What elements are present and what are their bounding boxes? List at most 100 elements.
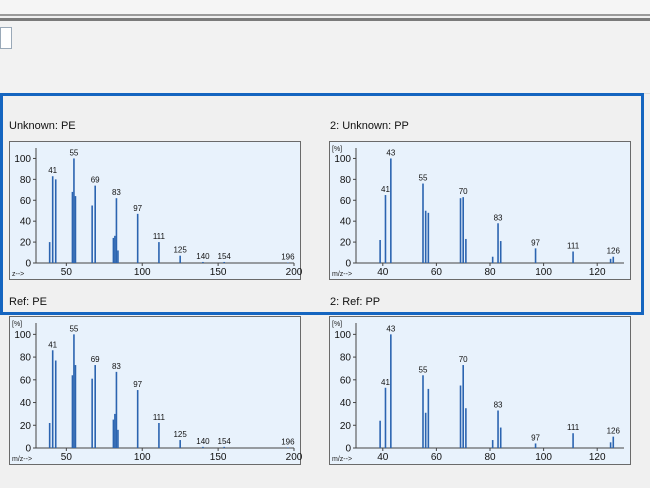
peak-label: 125	[173, 430, 187, 439]
peak-label: 111	[153, 232, 166, 241]
peak-label: 83	[494, 401, 503, 410]
panel-title-ref-pp: 2: Ref: PP	[330, 296, 381, 308]
y-tick-label: 100	[14, 154, 31, 165]
peak-label: 97	[531, 433, 540, 442]
peak-label: 140	[196, 252, 210, 261]
peak-label: 125	[173, 246, 187, 255]
peak-label: 43	[386, 324, 395, 333]
plot-ref-pp: 0 20 40 60 80 100 40 60 80 100 120 [%] m/z--> 41 43 55 7…	[329, 316, 631, 465]
y-tick-label: 20	[20, 238, 32, 249]
plot-unknown-pp: 0 20 40 60 80 100 40 60 80 100 120 [%] m/z--> 41 43 55 7…	[329, 141, 631, 280]
panel-title-unknown-pe: Unknown: PE	[9, 120, 76, 132]
x-tick-label: 200	[286, 452, 303, 463]
y-axis-label: [%]	[12, 321, 22, 328]
peak-label: 126	[607, 427, 621, 436]
y-tick-label: 80	[340, 175, 352, 186]
x-tick-label: 100	[535, 452, 552, 463]
y-tick-label: 100	[14, 330, 31, 341]
spectrum-chart-unknown-pe: 0 20 40 60 80 100 50 100 150 200 z--> 41 55 69 83 97 111…	[12, 148, 303, 278]
peak-label: 69	[91, 355, 100, 364]
peak-label: 154	[218, 252, 232, 261]
x-axis-label: z-->	[12, 271, 24, 278]
x-tick-label: 150	[210, 452, 227, 463]
toolbar-area	[0, 21, 650, 94]
x-tick-label: 40	[377, 452, 389, 463]
peak-label: 97	[531, 238, 540, 247]
x-tick-label: 60	[431, 267, 443, 278]
peak-label: 97	[133, 380, 142, 389]
peak-label: 126	[607, 247, 621, 256]
x-tick-label: 200	[286, 267, 303, 278]
y-tick-label: 40	[340, 217, 352, 228]
y-tick-label: 60	[20, 375, 32, 386]
peak-label: 111	[567, 423, 580, 432]
x-tick-label: 100	[134, 452, 151, 463]
panel-title-unknown-pp: 2: Unknown: PP	[330, 120, 409, 132]
peak-label: 41	[48, 340, 57, 349]
peak-label: 55	[69, 148, 78, 157]
peak-label: 43	[386, 148, 395, 157]
y-tick-label: 80	[20, 175, 32, 186]
peak-label: 83	[494, 213, 503, 222]
panel-title-ref-pe: Ref: PE	[9, 296, 47, 308]
spectrum-chart-ref-pe: 0 20 40 60 80 100 50 100 150 200 [%] m/z--> 41 55 69 83…	[12, 321, 303, 463]
x-tick-label: 50	[61, 452, 73, 463]
peak-label: 83	[112, 188, 121, 197]
x-tick-label: 120	[589, 452, 606, 463]
y-tick-label: 0	[25, 444, 31, 455]
y-tick-label: 20	[20, 421, 32, 432]
y-axis-label: [%]	[332, 321, 342, 328]
x-tick-label: 150	[210, 267, 227, 278]
peak-label: 111	[153, 413, 166, 422]
plot-unknown-pe: 0 20 40 60 80 100 50 100 150 200 z--> 41 55 69 83 97 111…	[9, 141, 303, 280]
peak-label: 70	[459, 187, 468, 196]
x-tick-label: 40	[377, 267, 389, 278]
x-tick-label: 60	[431, 452, 443, 463]
y-tick-label: 100	[334, 154, 351, 165]
peak-label: 69	[91, 176, 100, 185]
y-tick-label: 20	[340, 238, 352, 249]
y-tick-label: 80	[20, 353, 32, 364]
peak-label: 55	[69, 324, 78, 333]
x-axis-label: m/z-->	[332, 271, 352, 278]
peak-label: 140	[196, 437, 210, 446]
peak-label: 41	[381, 378, 390, 387]
x-tick-label: 50	[61, 267, 73, 278]
x-tick-label: 100	[134, 267, 151, 278]
y-tick-label: 40	[340, 398, 352, 409]
peak-label: 154	[218, 437, 232, 446]
peak-label: 196	[281, 437, 295, 446]
x-tick-label: 100	[535, 267, 552, 278]
spectrum-chart-ref-pp: 0 20 40 60 80 100 40 60 80 100 120 [%] m/z--> 41 43 55 7…	[332, 321, 624, 463]
y-tick-label: 60	[340, 196, 352, 207]
peak-label: 70	[459, 355, 468, 364]
peak-label: 83	[112, 362, 121, 371]
panel-handle[interactable]	[0, 27, 12, 49]
peak-label: 111	[567, 242, 580, 251]
title-bar-divider	[0, 18, 650, 21]
x-tick-label: 80	[484, 452, 496, 463]
y-tick-label: 100	[334, 330, 351, 341]
y-tick-label: 0	[25, 259, 31, 270]
plot-ref-pe: 0 20 40 60 80 100 50 100 150 200 [%] m/z--> 41 55 69 83…	[9, 316, 303, 465]
peak-label: 55	[419, 174, 428, 183]
peak-label: 97	[133, 204, 142, 213]
y-tick-label: 60	[20, 196, 32, 207]
peak-label: 55	[419, 365, 428, 374]
y-axis-label: [%]	[332, 146, 342, 153]
spectrum-chart-unknown-pp: 0 20 40 60 80 100 40 60 80 100 120 [%] m/z--> 41 43 55 7…	[332, 146, 624, 278]
peak-label: 41	[48, 166, 57, 175]
y-tick-label: 20	[340, 421, 352, 432]
y-tick-label: 0	[345, 444, 351, 455]
peak-label: 41	[381, 185, 390, 194]
peak-label: 196	[281, 252, 295, 261]
y-tick-label: 40	[20, 398, 32, 409]
title-bar	[0, 0, 650, 16]
y-tick-label: 40	[20, 217, 32, 228]
x-tick-label: 120	[589, 267, 606, 278]
x-axis-label: m/z-->	[12, 456, 32, 463]
x-tick-label: 80	[484, 267, 496, 278]
x-axis-label: m/z-->	[332, 456, 352, 463]
y-tick-label: 80	[340, 353, 352, 364]
y-tick-label: 0	[345, 259, 351, 270]
